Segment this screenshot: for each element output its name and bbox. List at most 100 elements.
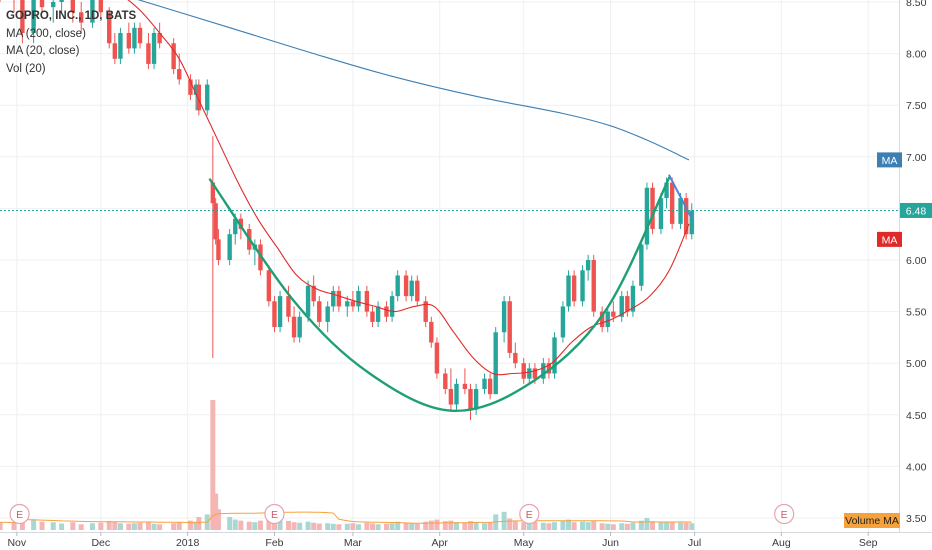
- handle-trend-line[interactable]: [668, 174, 693, 220]
- volume-bar: [98, 522, 104, 530]
- volume-bar: [669, 522, 675, 530]
- volume-bar: [330, 523, 336, 530]
- candle-body: [403, 275, 409, 297]
- candle-body: [210, 182, 216, 204]
- volume-bar: [266, 519, 272, 530]
- volume-bar: [210, 400, 216, 530]
- candle-body: [669, 182, 675, 224]
- price-tick-label: 8.50: [906, 0, 927, 9]
- time-tick-label: Nov: [7, 537, 26, 549]
- volume-bar: [215, 509, 221, 530]
- volume-bar: [610, 524, 616, 530]
- candle-body: [566, 275, 571, 307]
- candle-body: [664, 182, 669, 199]
- price-tick-label: 5.00: [906, 358, 927, 370]
- volume-bar: [171, 523, 177, 530]
- volume-legend-item[interactable]: Vol (20): [6, 62, 46, 75]
- volume-bar: [605, 523, 611, 530]
- candle-body: [311, 285, 316, 302]
- candle-body: [580, 270, 585, 302]
- volume-bar: [414, 523, 420, 530]
- cup-pattern-curve[interactable]: [208, 176, 671, 413]
- candle-body: [501, 301, 507, 333]
- volume-bar: [187, 520, 193, 530]
- candle-body: [415, 280, 420, 302]
- candle-body: [291, 316, 297, 338]
- earnings-marker-circle: [264, 503, 285, 525]
- ma200-tag-label: MA: [882, 155, 898, 167]
- candle-body: [454, 383, 459, 405]
- candle-body: [305, 285, 311, 317]
- volume-bar: [78, 524, 84, 530]
- price-tags: MA 6.48 MA Volume MA: [844, 152, 932, 528]
- volume-bar: [369, 523, 375, 530]
- price-tick-label: 4.00: [906, 461, 927, 473]
- candle-body: [683, 198, 689, 235]
- ma200-legend-item[interactable]: MA (200, close): [6, 27, 86, 40]
- symbol-title[interactable]: GOPRO, INC., 1D, BATS: [6, 10, 137, 22]
- volume-bar: [31, 519, 37, 530]
- candle-body: [258, 244, 263, 271]
- candle-body: [238, 218, 244, 230]
- candle-body: [507, 301, 512, 353]
- volume-bar: [252, 522, 258, 530]
- candle-body: [266, 270, 272, 302]
- volume-bar: [434, 519, 440, 530]
- ma20-tag-label: MA: [882, 234, 898, 246]
- volume-bar: [59, 523, 65, 530]
- time-tick-label: Aug: [772, 537, 791, 549]
- volume-ma-tag-label: Volume MA: [845, 515, 899, 527]
- volume-bar: [546, 523, 552, 530]
- time-axis[interactable]: Nov Dec 2018 Feb Mar Apr May Jun Jul Aug Sep: [7, 532, 878, 549]
- volume-bar: [580, 521, 586, 530]
- volume-bar: [297, 522, 303, 530]
- ma20-legend-item[interactable]: MA (20, close): [6, 45, 80, 57]
- volume-bar: [599, 523, 605, 530]
- candle-body: [20, 0, 25, 33]
- candle-body: [448, 389, 454, 405]
- last-price-tag: 6.48: [900, 202, 932, 218]
- candle-body: [205, 84, 210, 111]
- earnings-marker-circle: [519, 503, 540, 525]
- earnings-marker-label: E: [16, 509, 23, 521]
- candle-body: [137, 27, 143, 44]
- candle-body: [39, 0, 45, 8]
- volume-bar: [227, 517, 233, 530]
- candle-body: [644, 187, 650, 245]
- price-tick-label: 5.50: [906, 307, 927, 319]
- candle-body: [171, 43, 176, 70]
- ma200-tag-background: [877, 152, 902, 168]
- volume-bar: [664, 521, 670, 530]
- candle-body: [389, 296, 395, 317]
- candle-body: [59, 0, 64, 2]
- candle-body: [591, 260, 596, 312]
- volume-bar: [0, 522, 3, 530]
- price-tick-label: 3.50: [906, 513, 927, 525]
- candle-body: [157, 32, 162, 44]
- volume-bar: [428, 520, 434, 530]
- candle-body: [527, 368, 532, 379]
- volume-bar: [678, 522, 684, 530]
- candle-body: [233, 218, 238, 235]
- volume-bar: [403, 522, 409, 530]
- volume-bar: [560, 520, 566, 530]
- volume-bar: [238, 520, 244, 530]
- earnings-marker-label: E: [526, 509, 533, 521]
- price-tick-label: 8.00: [906, 49, 927, 61]
- volume-bar: [232, 519, 238, 530]
- candle-body: [599, 311, 605, 328]
- price-tick-label: 7.50: [906, 100, 927, 112]
- candle-body: [513, 352, 518, 364]
- volume-bar: [552, 522, 558, 530]
- volume-bar: [624, 523, 630, 530]
- volume-bar: [683, 522, 689, 530]
- earnings-marker-circle: [774, 503, 795, 525]
- candle-body: [151, 32, 157, 64]
- candle-body: [331, 290, 336, 307]
- volume-bar: [462, 522, 468, 530]
- candle-body: [375, 306, 381, 322]
- candle-body: [112, 43, 118, 59]
- volume-bar: [151, 523, 157, 530]
